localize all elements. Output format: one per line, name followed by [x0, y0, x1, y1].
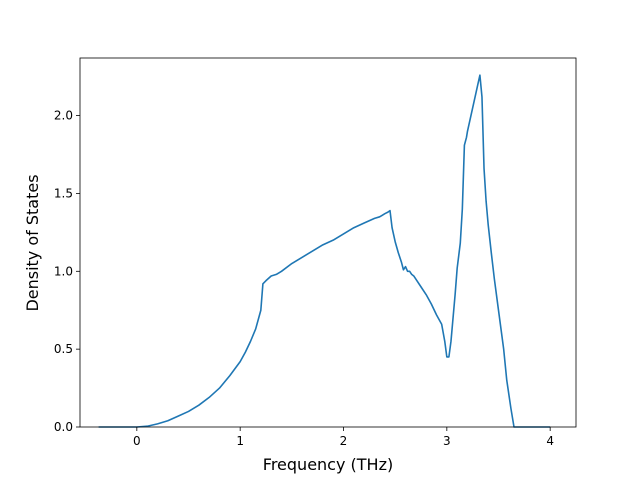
- y-axis: 0.0 0.5 1.0 1.5 2.0: [54, 109, 80, 434]
- x-tick-label: 1: [236, 434, 244, 448]
- dos-series-line-0: [98, 74, 551, 428]
- y-tick-label: 1.5: [54, 186, 73, 200]
- x-tick-label: 2: [340, 434, 348, 448]
- y-tick-label: 1.0: [54, 264, 73, 278]
- x-tick-label: 4: [546, 434, 554, 448]
- plot-area: [79, 57, 577, 428]
- y-tick-label: 2.0: [54, 109, 73, 123]
- x-tick-label: 0: [133, 434, 141, 448]
- x-tick-label: 3: [443, 434, 451, 448]
- y-tick-label: 0.0: [54, 420, 73, 434]
- axes-frame: [79, 57, 577, 428]
- x-axis-label: Frequency (THz): [263, 455, 393, 474]
- y-tick-label: 0.5: [54, 342, 73, 356]
- x-axis: 0 1 2 3 4: [133, 427, 554, 448]
- y-axis-label: Density of States: [23, 174, 42, 311]
